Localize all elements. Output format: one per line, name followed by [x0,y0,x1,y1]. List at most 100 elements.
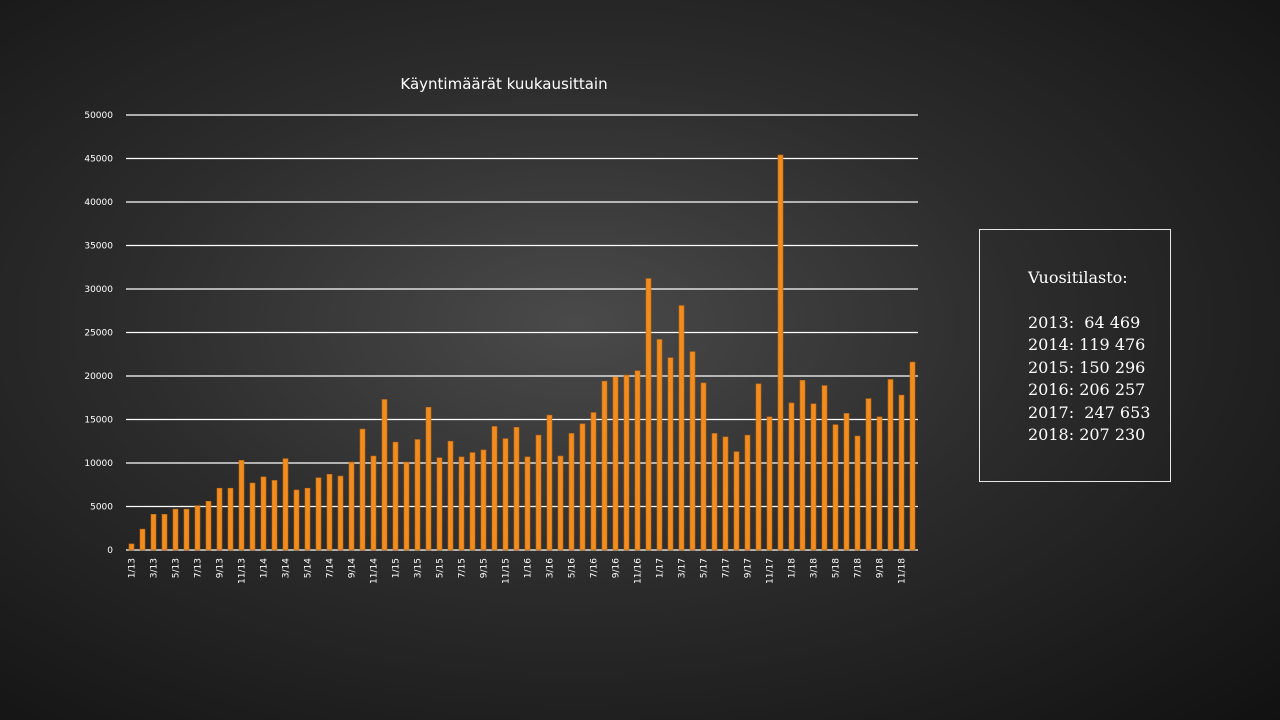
x-tick-label: 3/15 [414,558,424,578]
stats-row: 2016: 206 257 [1028,380,1146,400]
bar-12-14 [381,399,388,551]
bar-10-17 [755,383,762,551]
bar-9-16 [612,376,619,551]
bar-11-13 [238,460,245,551]
x-tick-label: 3/18 [810,558,820,578]
bar-1-16 [524,456,531,551]
x-tick-label: 7/15 [458,558,468,578]
x-tick-label: 3/14 [282,558,292,578]
bar-4-17 [689,351,696,551]
x-tick-label: 7/14 [326,558,336,578]
bar-3-17 [678,305,685,551]
bar-1-13 [128,543,135,551]
x-tick-label: 9/13 [216,558,226,578]
stats-row: 2018: 207 230 [1028,425,1146,445]
x-axis: 1/13 3/13 5/13 7/13 9/13 11/13 1/14 3/14 5/14 7/1… [128,558,908,584]
bar-12-13 [249,482,256,551]
bar-3-14 [282,458,289,551]
bar-7-13 [194,505,201,551]
bar-2-15 [403,461,410,551]
x-tick-label: 11/17 [766,558,776,584]
x-tick-label: 9/16 [612,558,622,578]
bar-6-18 [843,413,850,551]
stats-row: 2015: 150 296 [1028,357,1146,377]
bar-1-18 [788,402,795,551]
x-tick-label: 3/13 [150,558,160,578]
chart-gridlines [126,114,918,551]
bar-12-16 [645,278,652,551]
stats-list: 2013: 64 469 2014: 119 476 2015: 150 296 20… [1028,312,1150,446]
bar-9-13 [216,487,223,551]
y-tick-label: 45000 [84,155,113,165]
x-tick-label: 1/18 [788,558,798,578]
y-tick-label: 5000 [90,503,113,513]
bar-8-17 [733,451,740,551]
bars [128,154,916,551]
bar-1-17 [656,339,663,551]
bar-3-18 [810,403,817,551]
bar-3-15 [414,439,421,551]
y-tick-label: 15000 [84,416,113,426]
bar-5-17 [700,382,707,551]
x-tick-label: 9/15 [480,558,490,578]
bar-11-17 [766,416,773,551]
bar-12-15 [513,427,520,551]
x-tick-label: 5/16 [568,558,578,578]
x-tick-label: 1/13 [128,558,138,578]
chart-title: Käyntimäärät kuukausittain [400,75,607,93]
bar-7-15 [458,456,465,551]
x-tick-label: 11/14 [370,558,380,584]
y-tick-label: 50000 [84,111,113,121]
bar-10-18 [887,379,894,551]
y-axis: 0 5000 10000 15000 20000 25000 30000 35000 40000… [84,111,113,556]
bar-10-16 [623,374,630,551]
stats-row: 2017: 247 653 [1028,402,1151,422]
bar-5-14 [304,487,311,551]
bar-2-16 [535,434,542,551]
bar-11-15 [502,438,509,551]
bar-8-16 [601,380,608,551]
y-tick-label: 20000 [84,372,113,382]
bar-1-15 [392,441,399,551]
bar-12-17 [777,154,784,551]
bar-2-17 [667,357,674,551]
x-tick-label: 5/18 [832,558,842,578]
bar-4-15 [425,407,432,551]
x-tick-label: 3/17 [678,558,688,578]
x-tick-label: 5/15 [436,558,446,578]
bar-7-17 [722,436,729,551]
bar-5-16 [568,433,575,551]
x-tick-label: 11/18 [898,558,908,584]
bar-5-15 [436,457,443,551]
bar-3-16 [546,414,553,551]
bar-9-15 [480,449,487,551]
bar-11-18 [898,394,905,551]
bar-10-13 [227,487,234,551]
bar-5-13 [172,508,179,551]
stats-row: 2014: 119 476 [1028,335,1146,355]
x-tick-label: 1/14 [260,558,270,578]
x-tick-label: 1/15 [392,558,402,578]
stats-title: Vuositilasto: [1028,268,1128,287]
bar-4-13 [161,514,168,551]
x-tick-label: 5/13 [172,558,182,578]
bar-2-13 [139,528,146,551]
bar-6-13 [183,508,190,551]
bar-7-14 [326,474,333,551]
bar-8-18 [865,398,872,551]
x-tick-label: 9/17 [744,558,754,578]
bar-9-18 [876,416,883,551]
bar-6-16 [579,423,586,551]
bar-9-17 [744,434,751,551]
stats-row: 2013: 64 469 [1028,313,1141,332]
yearly-stats-box: Vuositilasto: 2013: 64 469 2014: 119 476 2… [979,229,1171,482]
bar-6-15 [447,440,454,551]
bar-11-14 [370,455,377,551]
bar-9-14 [348,461,355,551]
y-tick-label: 10000 [84,459,113,469]
bar-2-18 [799,380,806,551]
bar-8-15 [469,452,476,551]
x-tick-label: 5/14 [304,558,314,578]
x-tick-label: 11/16 [634,558,644,584]
